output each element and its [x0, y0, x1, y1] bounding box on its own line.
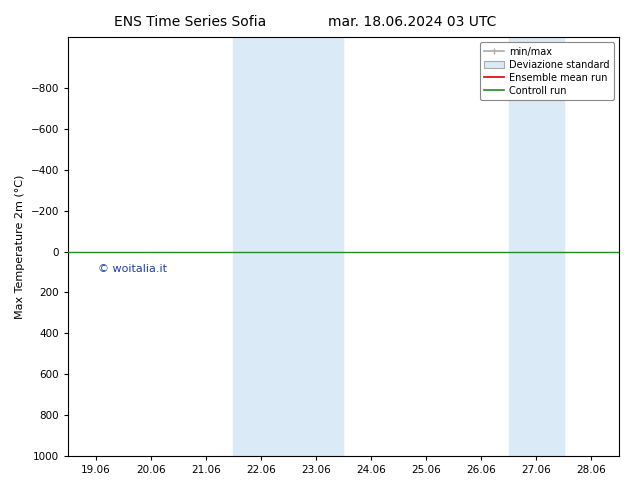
- Text: ENS Time Series Sofia: ENS Time Series Sofia: [114, 15, 266, 29]
- Y-axis label: Max Temperature 2m (°C): Max Temperature 2m (°C): [15, 174, 25, 318]
- Text: mar. 18.06.2024 03 UTC: mar. 18.06.2024 03 UTC: [328, 15, 496, 29]
- Legend: min/max, Deviazione standard, Ensemble mean run, Controll run: min/max, Deviazione standard, Ensemble m…: [479, 42, 614, 100]
- Bar: [233, 37, 344, 456]
- Text: © woitalia.it: © woitalia.it: [98, 264, 167, 274]
- Bar: [509, 37, 564, 456]
